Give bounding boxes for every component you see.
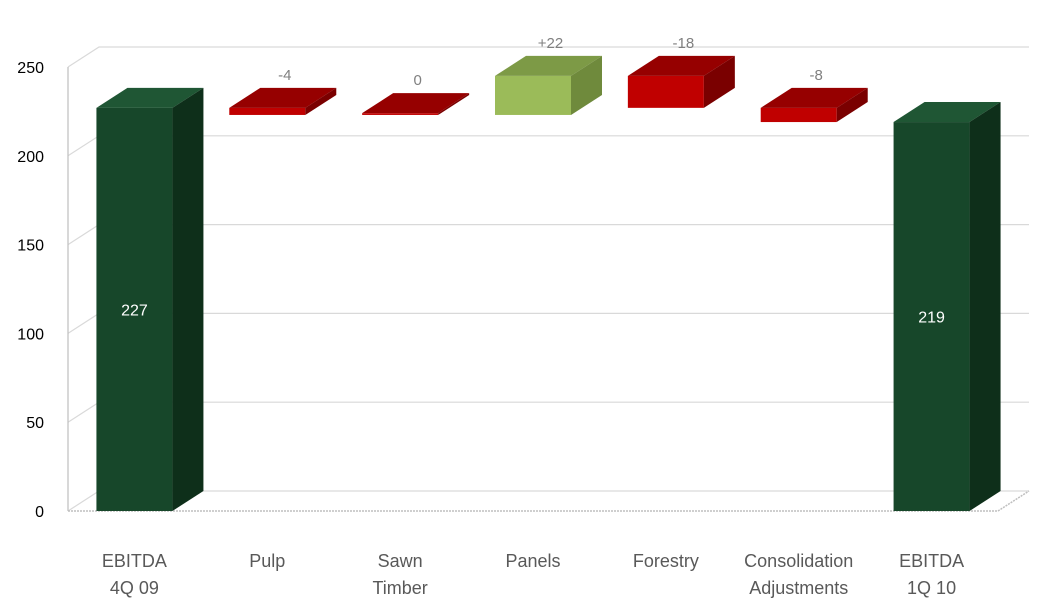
gridline xyxy=(67,135,1029,157)
data-label: -8 xyxy=(810,67,823,84)
label-layer: 227 EBITDA 4Q 09 -4 Pulp 0 Sawn Timber +22 Panels… xyxy=(102,35,964,598)
x-tick-label: Panels xyxy=(505,551,560,571)
gridline xyxy=(67,224,1029,246)
x-tick-label: Consolidation Adjustments xyxy=(744,551,853,598)
gridline xyxy=(67,46,1029,68)
y-tick-label: 250 xyxy=(17,60,44,77)
bar-decrease xyxy=(362,93,470,115)
bar-front xyxy=(495,75,571,115)
bar-top-face xyxy=(627,55,735,76)
bar-top-face xyxy=(229,87,337,108)
gridline xyxy=(67,312,1029,334)
y-tick-label: 100 xyxy=(17,326,44,343)
bar-top-face xyxy=(495,55,602,76)
y-tick-label: 200 xyxy=(17,149,44,166)
bar-front xyxy=(760,107,837,123)
grid-layer xyxy=(67,46,1029,512)
data-label: -18 xyxy=(673,35,695,52)
bar-total xyxy=(96,87,204,512)
axis-layer: 0 50 100 150 200 250 xyxy=(17,60,1030,521)
bar-front xyxy=(893,122,970,511)
bar-side-face xyxy=(571,55,602,115)
x-tick-label: Pulp xyxy=(249,551,285,571)
bar-top-face xyxy=(760,87,868,108)
bar-decrease xyxy=(229,87,337,115)
bar-side-face xyxy=(703,55,735,108)
bar-decrease xyxy=(760,87,868,123)
x-tick-label: Forestry xyxy=(633,551,699,571)
bar-increase xyxy=(495,55,602,115)
data-label: 227 xyxy=(121,302,148,319)
bar-side-face xyxy=(836,87,868,123)
bar-side-face xyxy=(172,87,204,512)
y-tick-label: 0 xyxy=(35,504,44,521)
x-tick-label: EBITDA 4Q 09 xyxy=(102,551,167,598)
data-label: -4 xyxy=(278,67,291,84)
bar-top-face xyxy=(893,102,1001,123)
x-tick-label: Sawn Timber xyxy=(372,551,427,598)
y-tick-label: 50 xyxy=(26,415,44,432)
data-label: 219 xyxy=(918,310,945,327)
bar-side-face xyxy=(305,87,337,115)
bar-decrease xyxy=(627,55,735,108)
bar-front xyxy=(627,75,704,108)
bar-top-face xyxy=(362,93,470,114)
bar-front xyxy=(96,107,173,512)
bar-front xyxy=(362,113,439,115)
bar-top-face xyxy=(96,87,204,108)
gridline xyxy=(67,490,1029,512)
bar-layer xyxy=(96,55,1001,512)
y-tick-label: 150 xyxy=(17,238,44,255)
floor-edge xyxy=(68,490,1030,512)
data-label: +22 xyxy=(538,35,563,52)
bar-total xyxy=(893,102,1001,511)
bar-side-face xyxy=(969,102,1001,511)
x-tick-label: EBITDA 1Q 10 xyxy=(899,551,964,598)
bar-front xyxy=(229,107,306,115)
data-label: 0 xyxy=(413,72,421,89)
bar-side-face xyxy=(438,93,470,115)
gridline xyxy=(67,401,1029,423)
